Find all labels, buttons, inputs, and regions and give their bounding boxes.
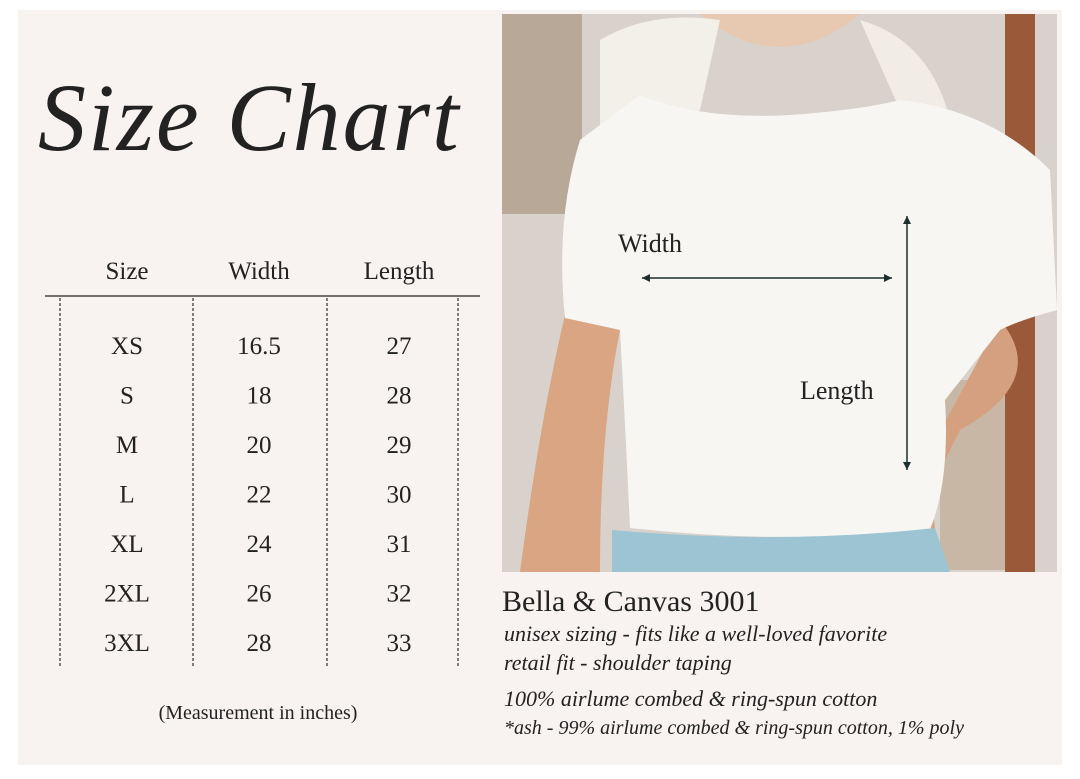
product-line: retail fit - shoulder taping <box>504 650 732 675</box>
table-cell: S <box>120 383 134 410</box>
table-cell: 26 <box>247 581 272 608</box>
table-cell: 18 <box>247 383 272 410</box>
table-cell: 33 <box>387 630 412 657</box>
table-cell: 16.5 <box>237 333 281 360</box>
table-cell: 3XL <box>104 630 150 657</box>
table-cell: 30 <box>387 482 412 509</box>
table-cell: 28 <box>387 383 412 410</box>
table-cell: 20 <box>247 432 272 459</box>
table-cell: XS <box>111 333 143 360</box>
table-cell: 22 <box>247 482 272 509</box>
product-name: Bella & Canvas 3001 <box>502 585 759 618</box>
product-line: unisex sizing - fits like a well-loved f… <box>504 621 887 646</box>
table-cell: 32 <box>387 581 412 608</box>
table-cell: 28 <box>247 630 272 657</box>
title: Size Chart <box>38 64 461 171</box>
table-cell: 2XL <box>104 581 150 608</box>
product-line: 100% airlume combed & ring-spun cotton <box>504 686 877 711</box>
column-rules <box>59 298 459 668</box>
table-cell: M <box>116 432 138 459</box>
table-cell: L <box>119 482 134 509</box>
note: (Measurement in inches) <box>159 702 358 724</box>
column-header: Size <box>105 258 148 285</box>
table-cell: 31 <box>387 531 412 558</box>
column-header: Width <box>228 258 290 285</box>
table-cell: 24 <box>247 531 273 558</box>
product-line: *ash - 99% airlume combed & ring-spun co… <box>504 717 964 739</box>
table-cell: XL <box>110 531 143 558</box>
length-label: Length <box>800 376 874 405</box>
column-header: Length <box>364 258 435 285</box>
table-cell: 27 <box>387 333 412 360</box>
width-label: Width <box>618 229 682 258</box>
photo <box>502 14 1057 572</box>
table-cell: 29 <box>387 432 412 459</box>
